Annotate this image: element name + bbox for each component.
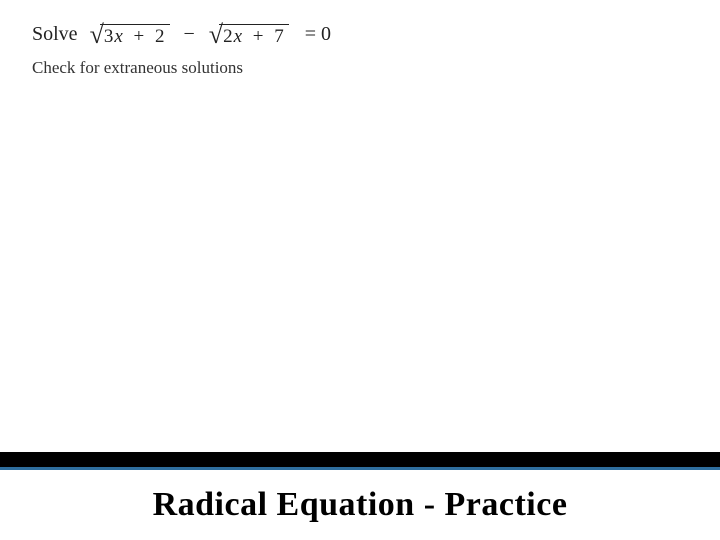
radical-icon: √ [90, 22, 104, 48]
radicand-1: 3x + 2 [100, 24, 170, 46]
coef-2: 2 [223, 26, 234, 47]
sqrt-term-2: √ 2x + 7 [209, 20, 289, 46]
title-band: Radical Equation - Practice [0, 470, 720, 540]
check-instruction: Check for extraneous solutions [32, 58, 688, 78]
op-2: + [249, 26, 269, 47]
op-1: + [130, 26, 150, 47]
footer-region: Radical Equation - Practice [0, 452, 720, 540]
equals-zero: = 0 [295, 24, 335, 46]
accent-rule [0, 467, 720, 470]
sqrt-term-1: √ 3x + 2 [90, 20, 170, 46]
slide: Solve √ 3x + 2 − √ 2x + 7 = 0 Che [0, 0, 720, 540]
var-1: x [114, 26, 123, 47]
minus-operator: − [176, 24, 203, 46]
radical-icon: √ [209, 22, 223, 48]
content-area: Solve √ 3x + 2 − √ 2x + 7 = 0 Che [32, 20, 688, 78]
coef-1: 3 [104, 26, 115, 47]
var-2: x [234, 26, 243, 47]
radicand-2: 2x + 7 [219, 24, 289, 46]
const-1: 2 [155, 26, 166, 47]
solve-label: Solve [32, 24, 78, 46]
slide-title: Radical Equation - Practice [153, 486, 568, 524]
equation-line: Solve √ 3x + 2 − √ 2x + 7 = 0 [32, 20, 688, 46]
const-2: 7 [274, 26, 285, 47]
